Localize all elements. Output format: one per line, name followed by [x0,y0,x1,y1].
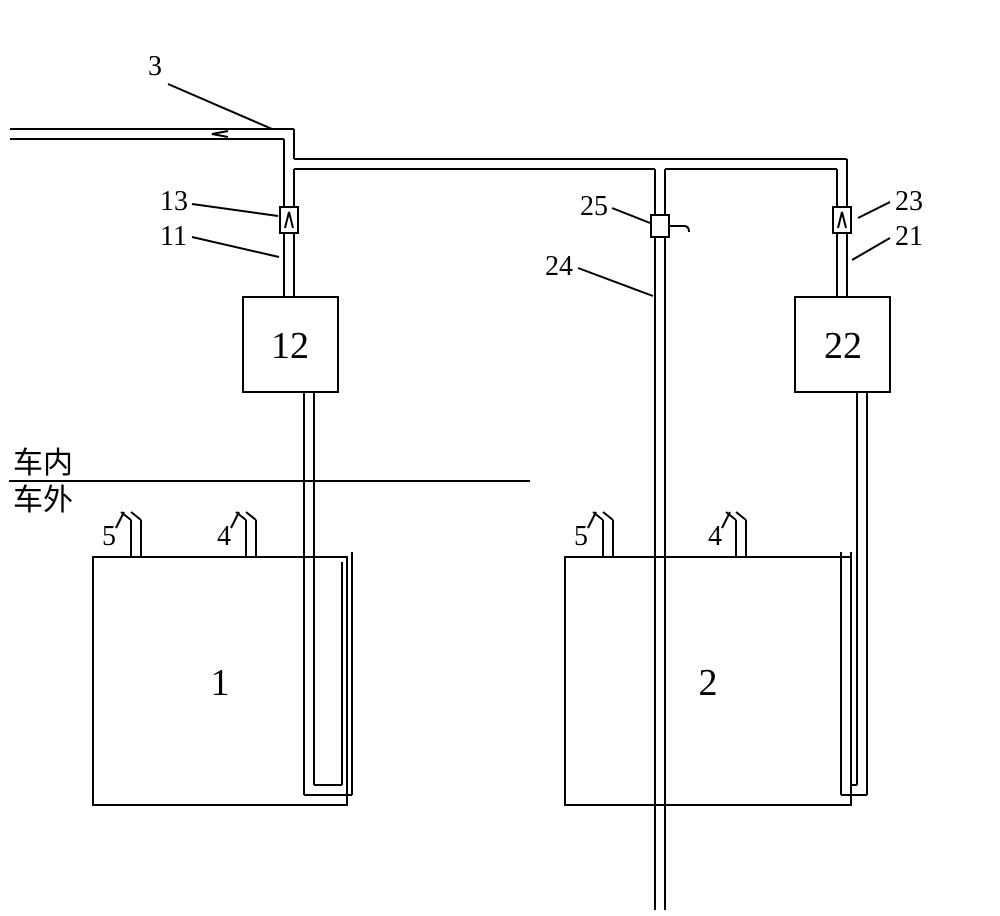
label-5-left: 5 [102,521,116,552]
check-valve-23 [833,207,851,233]
check-valve-25 [651,215,689,237]
label-12: 12 [271,325,309,367]
check-valve-13 [280,207,298,233]
label-4-right: 4 [708,521,722,552]
label-4-left: 4 [217,521,231,552]
tank-1 [93,512,347,805]
label-5-right: 5 [574,521,588,552]
label-21: 21 [895,221,923,252]
label-3: 3 [148,51,162,82]
pipe-riser-mid [655,169,665,910]
leaders [116,84,890,528]
label-24: 24 [545,251,573,282]
label-1: 1 [211,662,230,704]
label-2: 2 [699,662,718,704]
tank-2 [565,512,851,805]
pipe-left-suction [304,392,352,795]
label-25: 25 [580,191,608,222]
label-11: 11 [160,221,187,252]
label-22: 22 [824,325,862,367]
pipe-right-suction [841,392,867,795]
label-inside: 车内 [13,447,73,480]
label-23: 23 [895,186,923,217]
pipe-top-exit [10,129,294,139]
label-13: 13 [160,186,188,217]
pipe-collector [294,159,847,169]
piping-diagram: 3 13 11 25 24 23 21 12 22 1 2 5 4 5 4 车内… [0,0,1000,916]
label-outside: 车外 [13,484,73,517]
